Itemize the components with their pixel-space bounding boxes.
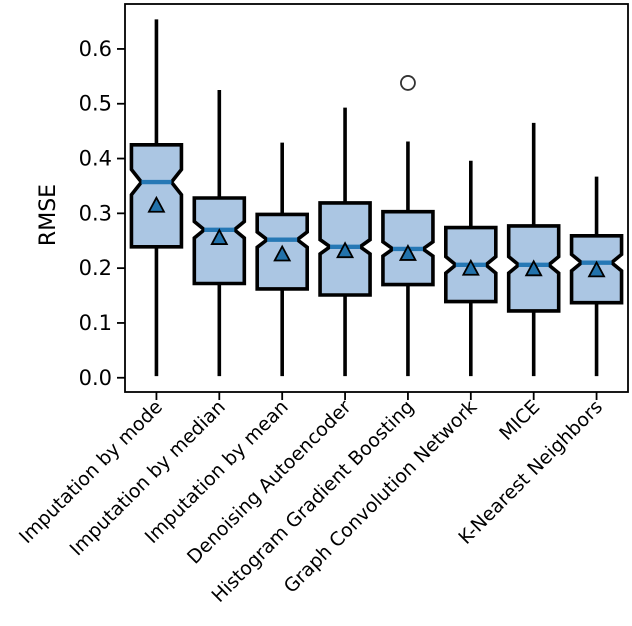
x-tick-label: MICE — [495, 396, 544, 445]
box-polygon — [129, 143, 184, 249]
y-tick-label: 0.2 — [79, 256, 112, 280]
y-tick-label: 0.4 — [79, 147, 112, 171]
mean-marker — [336, 241, 355, 259]
outlier-marker — [400, 75, 416, 91]
y-tick-label: 0.0 — [79, 366, 112, 390]
mean-marker — [587, 260, 606, 278]
y-tick-label: 0.6 — [79, 37, 112, 61]
mean-marker — [398, 244, 417, 261]
y-tick-label: 0.1 — [79, 311, 112, 335]
y-tick-label: 0.3 — [79, 201, 112, 225]
y-tick-label: 0.5 — [79, 92, 112, 116]
y-axis-label: RMSE — [36, 184, 61, 246]
mean-marker — [147, 195, 166, 213]
mean-marker — [210, 228, 229, 245]
mean-marker — [524, 259, 543, 277]
mean-marker — [273, 244, 292, 262]
mean-marker — [461, 258, 480, 276]
